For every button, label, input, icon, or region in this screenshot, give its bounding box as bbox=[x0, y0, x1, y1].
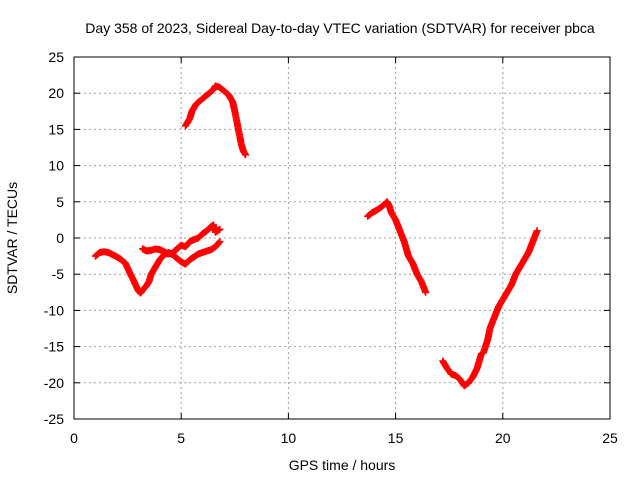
chart-title: Day 358 of 2023, Sidereal Day-to-day VTE… bbox=[85, 20, 595, 36]
y-tick-label: 25 bbox=[48, 49, 64, 65]
y-tick-label: 5 bbox=[56, 194, 64, 210]
y-axis-label: SDTVAR / TECUs bbox=[4, 182, 20, 294]
x-tick-label: 25 bbox=[602, 430, 618, 446]
series-segment-1 bbox=[91, 238, 224, 297]
y-tick-label: -5 bbox=[52, 266, 65, 282]
series-segment-4 bbox=[364, 198, 430, 296]
grid-lines bbox=[74, 57, 610, 419]
x-tick-label: 15 bbox=[388, 430, 404, 446]
series-segment-3 bbox=[181, 82, 250, 159]
y-tick-label: 15 bbox=[48, 121, 64, 137]
x-tick-label: 10 bbox=[281, 430, 297, 446]
data-point-marker bbox=[216, 225, 224, 233]
x-axis-ticks: 0 5 10 15 20 25 bbox=[70, 57, 618, 446]
y-tick-label: -25 bbox=[44, 411, 64, 427]
data-point-marker bbox=[215, 239, 223, 247]
y-tick-label: 20 bbox=[48, 85, 64, 101]
data-point-marker bbox=[242, 151, 250, 159]
y-tick-label: -15 bbox=[44, 339, 64, 355]
x-tick-label: 20 bbox=[495, 430, 511, 446]
series-segment-5 bbox=[439, 227, 541, 390]
y-tick-label: 0 bbox=[56, 230, 64, 246]
data-point-marker bbox=[216, 238, 224, 246]
series-segment-2 bbox=[139, 221, 224, 258]
y-tick-label: -10 bbox=[44, 302, 64, 318]
y-tick-label: 10 bbox=[48, 158, 64, 174]
plot-frame bbox=[73, 56, 611, 420]
data-points bbox=[91, 82, 541, 390]
x-axis-label: GPS time / hours bbox=[289, 457, 396, 473]
data-point-marker bbox=[422, 288, 430, 296]
y-tick-label: -20 bbox=[44, 375, 64, 391]
data-point-marker bbox=[533, 227, 541, 235]
x-tick-label: 5 bbox=[177, 430, 185, 446]
y-axis-ticks: 25 20 15 10 5 0 -5 -10 -15 -20 -25 bbox=[44, 49, 610, 427]
x-tick-label: 0 bbox=[70, 430, 78, 446]
